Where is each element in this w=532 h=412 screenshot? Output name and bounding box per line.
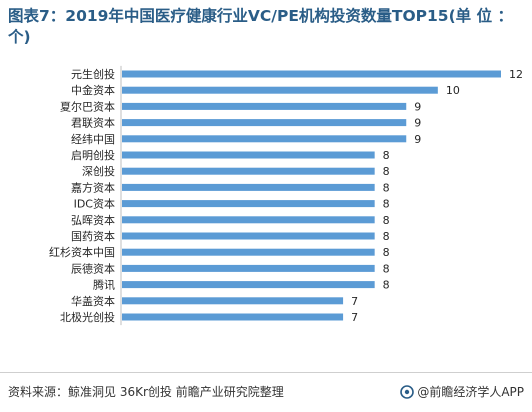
bar [122,281,375,289]
category-label: 北极光创投 [60,310,115,324]
category-label: 元生创投 [71,67,115,81]
value-label: 12 [509,68,523,81]
bar [122,135,407,143]
category-label: 经纬中国 [71,133,115,146]
bar [122,119,407,127]
bar [122,313,344,321]
bar [122,102,407,110]
value-label: 9 [414,100,421,113]
category-label: 弘晖资本 [71,213,115,227]
category-label: 红杉资本中国 [49,245,115,259]
bar-chart: 元生创投 12 中金资本 10 夏尔巴资本 9 君联资本 9 经纬中国 9 启明创投 8 深创投 8 嘉方资… [49,65,523,326]
category-label: 嘉方资本 [71,180,115,194]
footer-divider [0,372,532,373]
category-label: 国药资本 [71,229,115,243]
bar [122,86,438,94]
category-label: 华盖资本 [71,294,115,308]
bar [122,264,375,272]
value-label: 8 [383,279,390,292]
value-label: 7 [351,295,358,308]
bar [122,151,375,159]
bar [122,297,344,305]
value-label: 8 [383,198,390,211]
bar [122,167,375,175]
bar [122,216,375,224]
value-label: 7 [351,311,358,324]
category-label: 中金资本 [71,83,115,97]
bar [122,200,375,208]
value-label: 8 [383,262,390,275]
value-label: 8 [383,246,390,259]
value-label: 8 [383,230,390,243]
category-label: 辰德资本 [71,261,115,275]
value-label: 10 [446,84,460,97]
brand-logo-icon [400,384,415,399]
category-label: 启明创投 [71,148,115,162]
value-label: 9 [414,133,421,146]
chart-title: 图表7：2019年中国医疗健康行业VC/PE机构投资数量TOP15(单 位 ：个… [8,7,513,46]
category-label: 腾讯 [93,278,115,292]
value-label: 9 [414,117,421,130]
bar [122,70,501,78]
source-note: 资料来源：鲸准洞见 36Kr创投 前瞻产业研究院整理 [8,385,284,399]
bar [122,183,375,191]
brand-label: @前瞻经济学人APP [417,385,524,399]
brand-credit: @前瞻经济学人APP [400,383,524,400]
value-label: 8 [383,181,390,194]
bar [122,232,375,240]
category-label: IDC资本 [74,197,115,211]
value-label: 8 [383,165,390,178]
category-label: 深创投 [82,164,115,178]
category-label: 夏尔巴资本 [60,99,115,113]
category-label: 君联资本 [71,116,115,130]
value-label: 8 [383,214,390,227]
value-label: 8 [383,149,390,162]
bar [122,248,375,256]
